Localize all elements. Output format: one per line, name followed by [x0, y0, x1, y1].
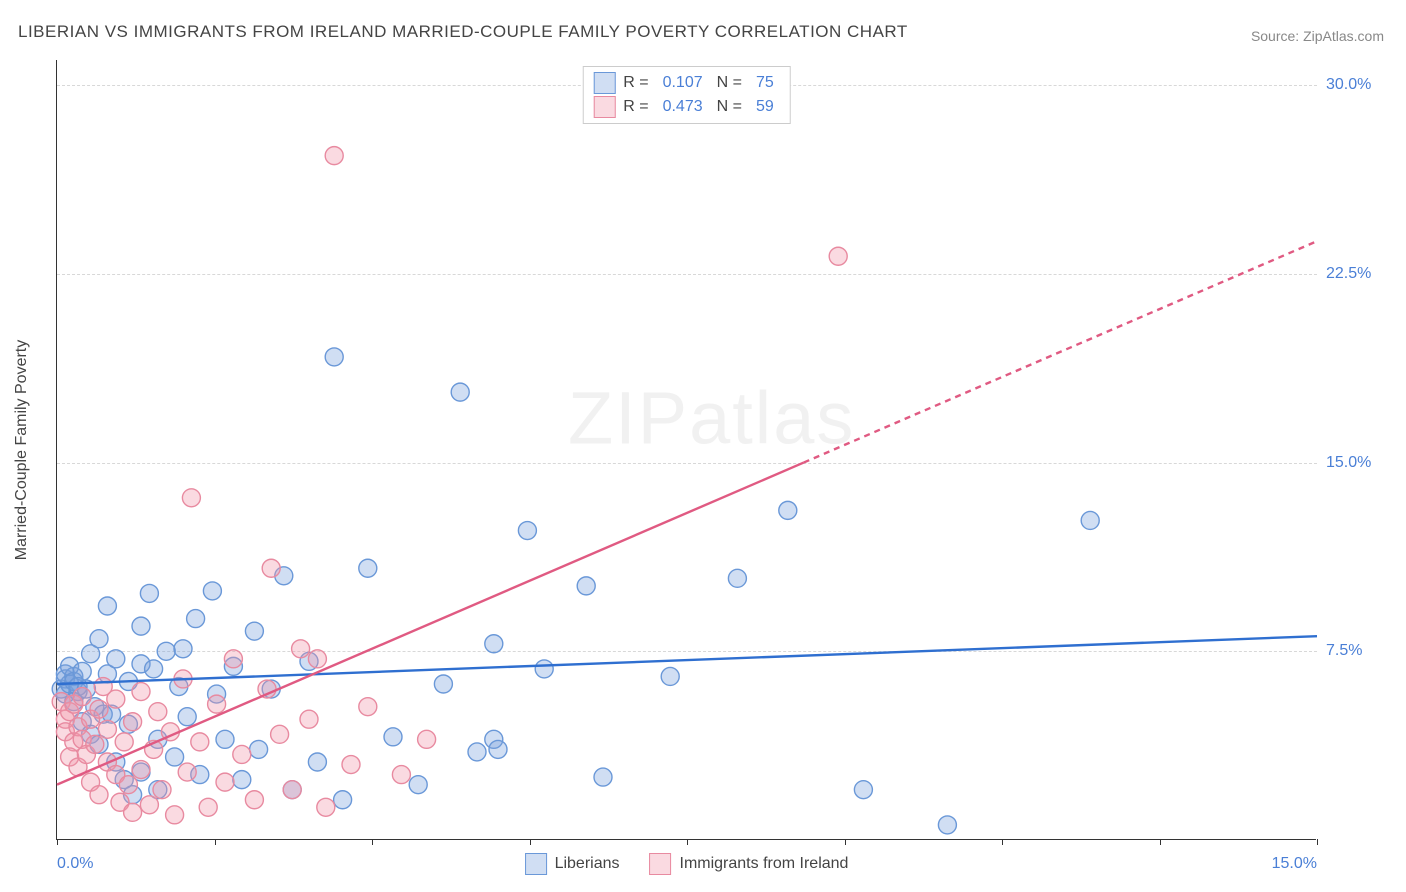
- y-tick-label: 7.5%: [1326, 642, 1396, 660]
- chart-container: LIBERIAN VS IMMIGRANTS FROM IRELAND MARR…: [0, 0, 1406, 892]
- x-tick: [1317, 839, 1318, 845]
- x-tick-label-min: 0.0%: [57, 855, 93, 873]
- source-label: Source: ZipAtlas.com: [1251, 28, 1384, 44]
- series-legend-item: Immigrants from Ireland: [650, 853, 849, 875]
- trend-line: [57, 636, 1317, 684]
- correlation-legend: R = 0.107 N = 75 R = 0.473 N = 59: [582, 66, 791, 124]
- correlation-legend-row: R = 0.107 N = 75: [593, 71, 780, 95]
- series-label-liberians: Liberians: [555, 855, 620, 873]
- x-tick-label-max: 15.0%: [1272, 855, 1317, 873]
- legend-swatch-liberians: [593, 72, 615, 94]
- legend-swatch-ireland: [593, 96, 615, 118]
- legend-swatch-ireland: [650, 853, 672, 875]
- y-axis-title: Married-Couple Family Poverty: [13, 340, 31, 561]
- legend-n-prefix: N =: [717, 95, 742, 119]
- legend-n-prefix: N =: [717, 71, 742, 95]
- legend-r-prefix: R =: [623, 71, 648, 95]
- trend-line: [804, 241, 1317, 462]
- legend-swatch-liberians: [525, 853, 547, 875]
- correlation-legend-row: R = 0.473 N = 59: [593, 95, 780, 119]
- legend-r-prefix: R =: [623, 95, 648, 119]
- legend-r-value-ireland: 0.473: [663, 95, 703, 119]
- series-label-ireland: Immigrants from Ireland: [680, 855, 849, 873]
- legend-n-value-liberians: 75: [756, 71, 774, 95]
- legend-r-value-liberians: 0.107: [663, 71, 703, 95]
- plot-wrap: Married-Couple Family Poverty ZIPatlas 7…: [56, 60, 1316, 840]
- series-legend: Liberians Immigrants from Ireland: [525, 853, 849, 875]
- plot-area: ZIPatlas 7.5%15.0%22.5%30.0% 0.0% 15.0% …: [56, 60, 1316, 840]
- chart-title: LIBERIAN VS IMMIGRANTS FROM IRELAND MARR…: [18, 22, 908, 42]
- series-legend-item: Liberians: [525, 853, 620, 875]
- legend-n-value-ireland: 59: [756, 95, 774, 119]
- trend-line: [57, 463, 804, 785]
- y-tick-label: 22.5%: [1326, 265, 1396, 283]
- y-tick-label: 30.0%: [1326, 76, 1396, 94]
- y-tick-label: 15.0%: [1326, 454, 1396, 472]
- trend-lines-layer: [57, 60, 1317, 840]
